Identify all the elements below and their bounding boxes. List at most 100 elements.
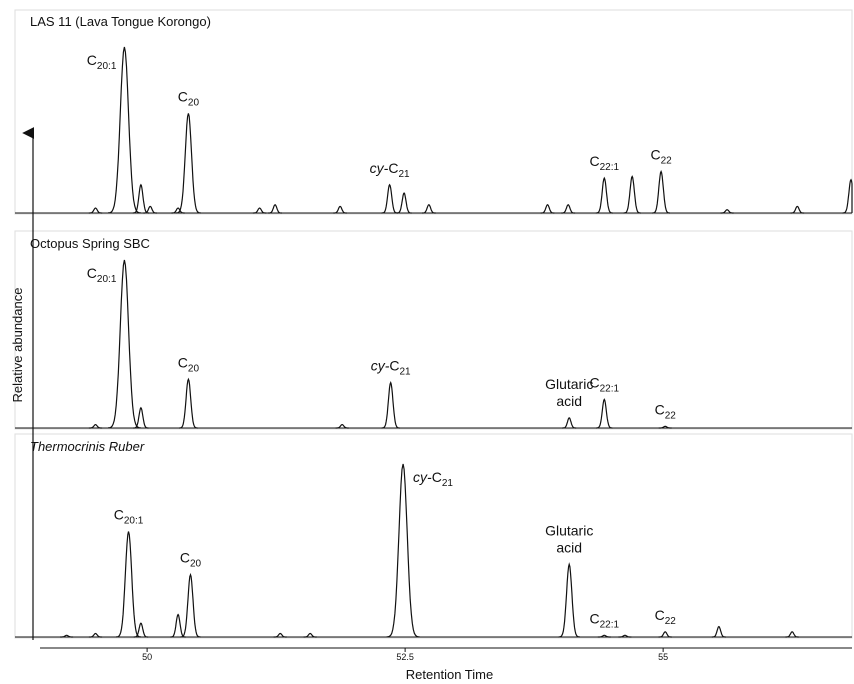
peak-label: C20: [178, 354, 200, 374]
peak-label: C20:1: [87, 52, 117, 72]
peak: [60, 634, 74, 638]
peak: [595, 176, 613, 214]
peak-label: cy-C21: [413, 469, 453, 489]
x-tick-label: 50: [142, 652, 152, 662]
label-main: C: [590, 153, 600, 169]
label-main: C: [87, 265, 97, 281]
panel-frame: [14, 230, 853, 430]
peak-label: C20: [178, 88, 200, 108]
peak-label: C22:1: [590, 153, 620, 173]
peak-label: C22: [655, 607, 677, 627]
panel-title: Octopus Spring SBC: [30, 236, 150, 251]
peak-label: C20: [180, 550, 202, 570]
peak: [562, 417, 577, 429]
peak: [108, 46, 141, 214]
label-sub: 21: [400, 367, 412, 378]
peak: [658, 631, 672, 638]
label-sub: 20:1: [97, 274, 117, 285]
peak-label: Glutaric: [545, 376, 593, 392]
label-main: C: [590, 374, 600, 390]
label-sub: 22:1: [600, 619, 620, 630]
label-sub: 21: [398, 169, 410, 180]
label-main: C: [87, 52, 97, 68]
peak: [597, 634, 611, 638]
peak-label: C22:1: [590, 610, 620, 630]
panel-title: Thermocrinis Ruber: [30, 439, 145, 454]
peak: [790, 205, 805, 214]
peak-label: C20:1: [87, 265, 117, 285]
label-main: C: [388, 160, 398, 176]
peak-label: acid: [556, 539, 582, 555]
peak: [171, 207, 185, 214]
label-main: C: [655, 607, 665, 623]
peak: [252, 207, 267, 214]
peak: [179, 377, 198, 429]
peak: [333, 205, 347, 214]
peak: [273, 632, 287, 638]
label-main: C: [432, 469, 442, 485]
peak-label: cy-C21: [370, 160, 410, 180]
peak: [558, 562, 580, 638]
label-sub: 22: [665, 616, 677, 627]
peak: [596, 398, 613, 429]
peak: [133, 622, 149, 638]
label-sub: 20: [190, 559, 202, 570]
label-main: C: [180, 550, 190, 566]
panel-frame: [14, 9, 853, 215]
label-sub: 20: [188, 97, 200, 108]
panel-title: LAS 11 (Lava Tongue Korongo): [30, 14, 211, 29]
peak-label: C22: [650, 147, 672, 167]
peak: [170, 613, 186, 638]
peak: [386, 463, 420, 638]
label-sub: 21: [442, 478, 454, 489]
label-prefix: cy-: [413, 469, 432, 485]
label-main: C: [389, 358, 399, 374]
y-axis-label: Relative abundance: [10, 288, 25, 403]
label-sub: 20: [188, 363, 200, 374]
label-sub: 22:1: [600, 383, 620, 394]
panel-frame: [14, 433, 853, 639]
label-main: C: [655, 401, 665, 417]
peak: [623, 175, 641, 214]
peak: [785, 631, 799, 638]
label-main: C: [590, 610, 600, 626]
peak: [143, 205, 157, 214]
label-main: C: [650, 147, 660, 163]
peak: [381, 380, 400, 429]
x-tick-label: 55: [658, 652, 668, 662]
peak: [115, 531, 142, 638]
label-main: C: [178, 88, 188, 104]
peak-label: cy-C21: [371, 358, 411, 378]
peak-label: C22:1: [590, 374, 620, 394]
peak: [652, 169, 670, 214]
peak: [720, 209, 734, 214]
label-sub: 22:1: [600, 162, 620, 173]
peak: [658, 425, 672, 429]
peak-label: C20:1: [114, 506, 144, 526]
peak: [175, 113, 201, 214]
peak-label: acid: [556, 393, 582, 409]
label-prefix: cy-: [371, 358, 390, 374]
peak: [381, 183, 398, 214]
peak: [711, 625, 726, 638]
peak: [133, 406, 149, 429]
x-tick-label: 52.5: [396, 652, 414, 662]
peak: [268, 203, 282, 214]
label-main: C: [114, 506, 124, 522]
peak: [396, 192, 412, 214]
peak: [88, 632, 103, 638]
label-sub: 22: [665, 410, 677, 421]
peak: [618, 634, 632, 638]
label-sub: 22: [661, 156, 673, 167]
label-sub: 20:1: [124, 515, 144, 526]
label-main: C: [178, 354, 188, 370]
label-sub: 20:1: [97, 61, 117, 72]
peak: [88, 207, 103, 214]
peak-label: C22: [655, 401, 677, 421]
x-axis-label: Retention Time: [406, 667, 493, 682]
peak: [842, 178, 853, 214]
peak: [422, 203, 436, 214]
peak: [108, 259, 141, 429]
label-prefix: cy-: [370, 160, 389, 176]
